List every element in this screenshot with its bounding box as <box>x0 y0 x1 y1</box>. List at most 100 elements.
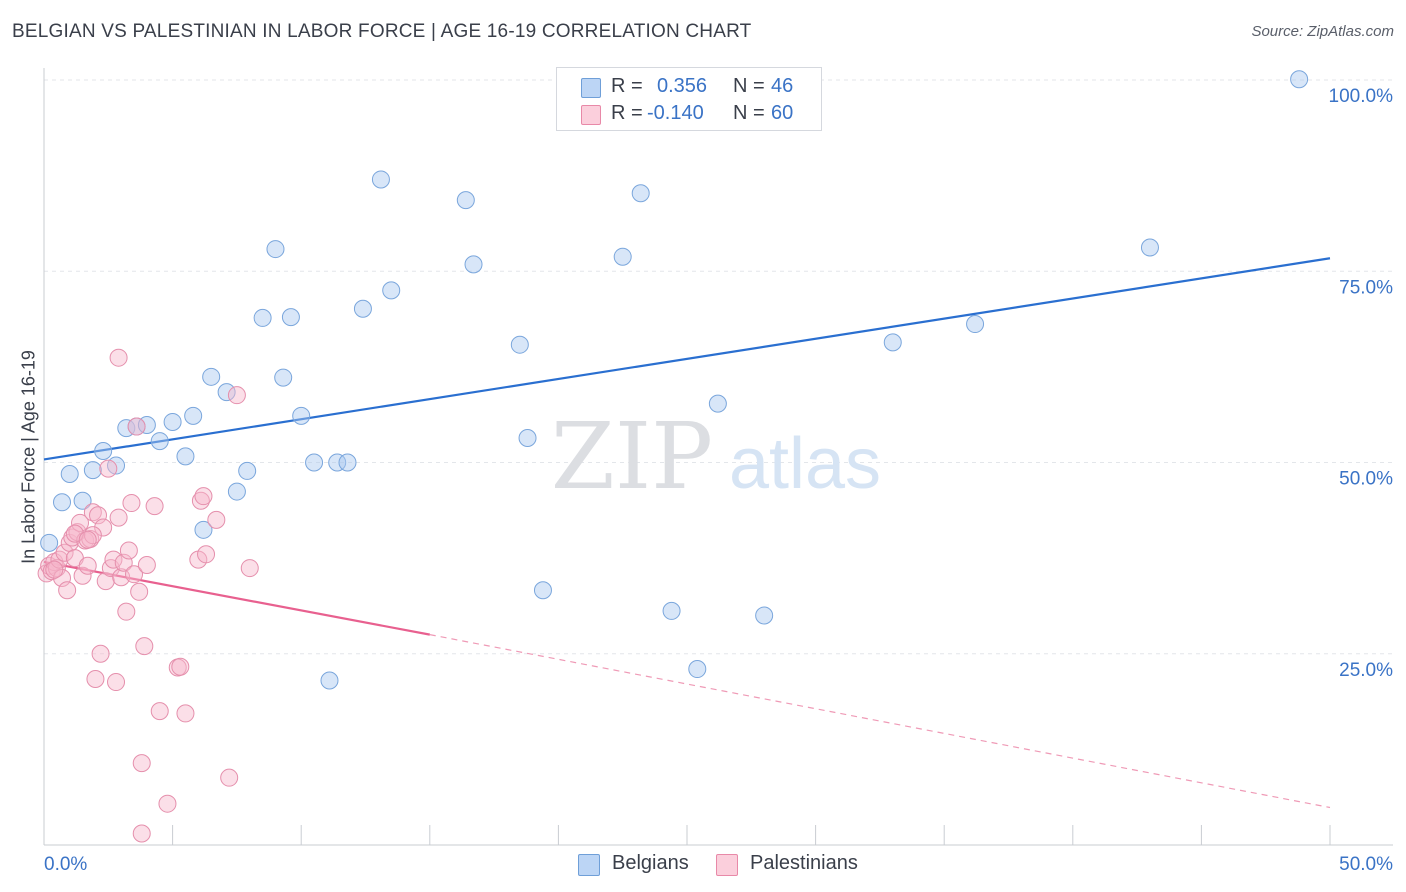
palestinians-legend-label: Palestinians <box>750 852 858 874</box>
axes <box>43 68 1393 846</box>
belgians-point <box>1140 238 1159 257</box>
palestinians-n-value: 60 <box>771 102 794 124</box>
palestinians-point <box>197 545 216 564</box>
palestinians-swatch <box>581 105 601 125</box>
belgians-point <box>464 255 483 274</box>
belgians-point <box>371 170 390 189</box>
belgians-point <box>53 493 72 512</box>
belgians-point <box>274 368 293 387</box>
y-tick-label: 100.0% <box>1329 86 1394 107</box>
belgians-point <box>163 412 182 431</box>
n-label: N = <box>733 75 765 97</box>
data-points <box>37 70 1309 843</box>
belgians-point <box>281 308 300 327</box>
palestinians-point <box>150 702 169 721</box>
belgians-point <box>194 520 213 539</box>
palestinians-point <box>127 417 146 436</box>
belgians-swatch <box>581 78 601 98</box>
belgians-point <box>292 406 311 425</box>
palestinians-point <box>107 673 126 692</box>
belgians-point <box>238 461 257 480</box>
belgians-point <box>382 281 401 300</box>
palestinians-point <box>73 566 92 585</box>
palestinians-point <box>125 565 144 584</box>
belgians-point <box>533 581 552 600</box>
belgians-point <box>1290 70 1309 89</box>
palestinians-point <box>122 494 141 513</box>
trend-lines <box>43 257 1331 809</box>
palestinians-trend-line <box>43 560 431 636</box>
belgians-point <box>266 240 285 259</box>
palestinians-point <box>78 556 97 575</box>
palestinians-point <box>104 550 123 569</box>
belgians-point <box>73 491 92 510</box>
r-label: R = <box>611 102 643 124</box>
palestinians-point <box>135 637 154 656</box>
belgians-point <box>150 432 169 451</box>
belgians-point <box>631 184 650 203</box>
belgians-point <box>662 601 681 620</box>
x-tick-label: 0.0% <box>44 854 87 875</box>
r-label: R = <box>611 75 643 97</box>
palestinians-point <box>119 541 138 560</box>
palestinians-point <box>137 556 156 575</box>
belgians-point <box>217 383 236 402</box>
belgians-point <box>755 606 774 625</box>
palestinians-point <box>132 754 151 773</box>
belgians-point <box>456 191 475 210</box>
palestinians-point <box>117 602 136 621</box>
belgians-point <box>338 453 357 472</box>
belgians-point <box>40 533 59 552</box>
belgians-point <box>320 671 339 690</box>
palestinians-point <box>91 644 110 663</box>
palestinians-point <box>240 559 259 578</box>
belgians-point <box>227 482 246 501</box>
palestinians-point <box>94 518 113 537</box>
palestinians-point <box>220 768 239 787</box>
belgians-point <box>688 660 707 679</box>
chart-title: BELGIAN VS PALESTINIAN IN LABOR FORCE | … <box>12 21 752 42</box>
palestinians-point <box>207 510 226 529</box>
y-tick-label: 75.0% <box>1339 277 1393 298</box>
x-tick-label: 50.0% <box>1339 854 1393 875</box>
belgians-point <box>353 299 372 318</box>
palestinians-point <box>132 824 151 843</box>
belgians-point <box>83 461 102 480</box>
watermark-atlas: atlas <box>729 424 881 504</box>
belgians-point <box>328 453 347 472</box>
series-palestinians <box>37 348 259 843</box>
belgians-trend-line <box>43 257 1331 461</box>
palestinians-point <box>109 508 128 527</box>
belgians-legend-label: Belgians <box>612 852 689 874</box>
y-tick-label: 25.0% <box>1339 660 1393 681</box>
belgians-point <box>202 367 221 386</box>
belgians-point <box>184 406 203 425</box>
palestinians-point <box>45 560 64 579</box>
belgians-point <box>176 447 195 466</box>
palestinians-point <box>145 497 164 516</box>
belgians-point <box>518 429 537 448</box>
belgians-point <box>883 333 902 352</box>
palestinians-point <box>171 657 190 676</box>
belgians-point <box>966 315 985 334</box>
palestinians-point <box>99 459 118 478</box>
palestinians-point <box>176 704 195 723</box>
belgians-point <box>60 464 79 483</box>
palestinians-point <box>194 487 213 506</box>
y-tick-label: 50.0% <box>1339 469 1393 490</box>
palestinians-point <box>109 348 128 367</box>
palestinians-point <box>55 543 74 562</box>
palestinians-point <box>83 503 102 522</box>
belgians-point <box>305 453 324 472</box>
belgians-legend-swatch <box>578 854 600 876</box>
palestinians-point <box>158 794 177 813</box>
palestinians-point <box>130 582 149 601</box>
belgians-r-value: 0.356 <box>657 75 708 97</box>
tick-labels: 25.0% 50.0% 75.0% 100.0% 0.0% 50.0% <box>44 86 1393 875</box>
palestinians-point <box>227 386 246 405</box>
palestinians-point <box>78 530 97 549</box>
n-label: N = <box>733 102 765 124</box>
watermark-zip: ZIP <box>551 403 713 510</box>
watermark: ZIP atlas <box>551 403 881 510</box>
